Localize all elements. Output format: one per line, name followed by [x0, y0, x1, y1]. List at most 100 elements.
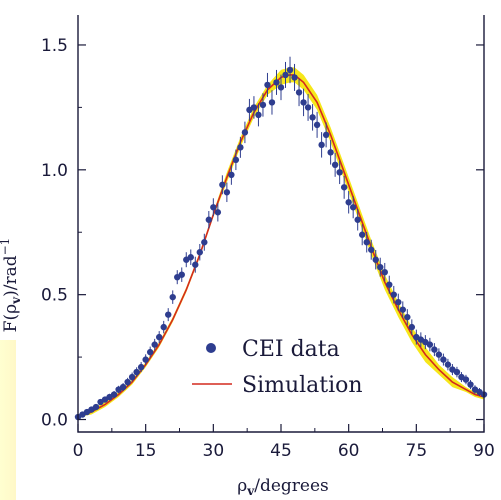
- y-tick-label: 1.0: [41, 161, 68, 181]
- data-point: [146, 348, 154, 356]
- data-point: [178, 271, 185, 278]
- data-point: [228, 171, 235, 179]
- y-axis-label-suffix: )/rad: [1, 255, 21, 297]
- data-point: [277, 84, 285, 91]
- data-point: [264, 81, 271, 89]
- legend-label-data: CEI data: [242, 337, 340, 362]
- data-point: [327, 149, 334, 156]
- data-point: [210, 204, 217, 211]
- data-point: [386, 281, 393, 288]
- x-tick-label: 0: [73, 441, 84, 461]
- plot-area: [74, 56, 488, 421]
- x-tick-label: 90: [473, 441, 495, 461]
- y-axis-label-var: ρ: [1, 304, 21, 314]
- data-point: [165, 311, 172, 318]
- x-tick-label: 30: [203, 441, 225, 461]
- data-point: [156, 333, 163, 341]
- data-point: [304, 104, 312, 111]
- data-point: [110, 391, 118, 398]
- axes: 0 15 30 45 60 75 90 0.0 0.5 1.0 1.5: [41, 15, 495, 461]
- data-point: [309, 114, 316, 121]
- data-point: [336, 169, 343, 176]
- data-point: [169, 293, 176, 301]
- y-tick-label: 1.5: [41, 36, 68, 56]
- data-point: [223, 189, 231, 196]
- data-point: [395, 298, 402, 306]
- data-point: [214, 209, 222, 216]
- data-point: [151, 341, 158, 348]
- y-axis-label: F(ρv)/rad−1: [0, 238, 23, 333]
- data-point: [462, 376, 470, 383]
- x-axis-label-suffix: /degrees: [254, 476, 329, 496]
- x-axis-label-sub: v: [246, 484, 255, 498]
- data-point: [453, 368, 461, 376]
- data-point: [128, 373, 136, 381]
- data-point: [354, 216, 361, 223]
- data-point: [345, 199, 352, 206]
- data-point: [196, 249, 203, 256]
- data-point: [92, 403, 100, 411]
- data-point: [399, 306, 406, 313]
- data-point: [187, 254, 194, 261]
- data-point: [268, 99, 276, 106]
- data-point: [359, 231, 366, 238]
- data-point: [192, 261, 199, 268]
- data-point: [340, 184, 348, 191]
- data-point: [286, 66, 294, 74]
- x-tick-label: 45: [270, 441, 292, 461]
- data-point: [322, 131, 330, 139]
- data-point: [219, 181, 226, 188]
- data-point: [160, 323, 167, 331]
- data-point: [201, 239, 208, 246]
- data-point: [467, 381, 474, 388]
- legend-label-simulation: Simulation: [242, 373, 363, 398]
- data-point: [444, 361, 452, 368]
- data-point: [440, 356, 447, 363]
- data-point: [255, 111, 262, 119]
- data-point: [435, 351, 443, 358]
- data-point: [318, 141, 325, 149]
- data-point: [377, 263, 384, 271]
- data-point: [349, 204, 357, 211]
- legend: CEI data Simulation: [192, 337, 363, 398]
- data-point: [313, 121, 321, 129]
- data-point: [372, 256, 379, 263]
- data-point: [331, 161, 339, 169]
- simulation-band: [78, 67, 484, 418]
- data-point: [205, 216, 213, 223]
- data-point: [282, 71, 289, 79]
- data-point: [142, 356, 149, 363]
- data-point: [232, 156, 240, 164]
- x-tick-label: 60: [338, 441, 360, 461]
- data-point: [368, 246, 375, 253]
- data-point: [124, 378, 131, 386]
- data-point: [408, 323, 416, 331]
- data-point: [295, 89, 303, 96]
- legend-marker-data: [206, 343, 216, 353]
- data-point: [119, 383, 127, 391]
- data-point: [273, 79, 280, 86]
- data-point: [363, 239, 370, 246]
- y-axis-label-prefix: F(: [1, 314, 21, 332]
- data-point: [259, 101, 267, 109]
- x-axis-label: ρv/degrees: [237, 476, 329, 498]
- data-point: [300, 99, 307, 106]
- data-point: [291, 74, 298, 81]
- data-point: [426, 341, 434, 348]
- data-point: [250, 104, 258, 111]
- y-tick-label: 0.5: [41, 286, 68, 306]
- y-axis-label-sup: −1: [0, 238, 12, 256]
- data-point: [137, 363, 145, 371]
- x-axis-label-var: ρ: [237, 476, 247, 496]
- x-tick-label: 15: [135, 441, 157, 461]
- data-point: [133, 368, 140, 376]
- data-point: [390, 291, 397, 298]
- y-tick-label: 0.0: [41, 411, 68, 431]
- y-axis-label-sub: v: [9, 296, 23, 305]
- data-point: [241, 129, 249, 136]
- x-tick-label: 75: [406, 441, 428, 461]
- data-point: [381, 268, 388, 276]
- data-point: [404, 313, 411, 321]
- data-point: [431, 346, 438, 353]
